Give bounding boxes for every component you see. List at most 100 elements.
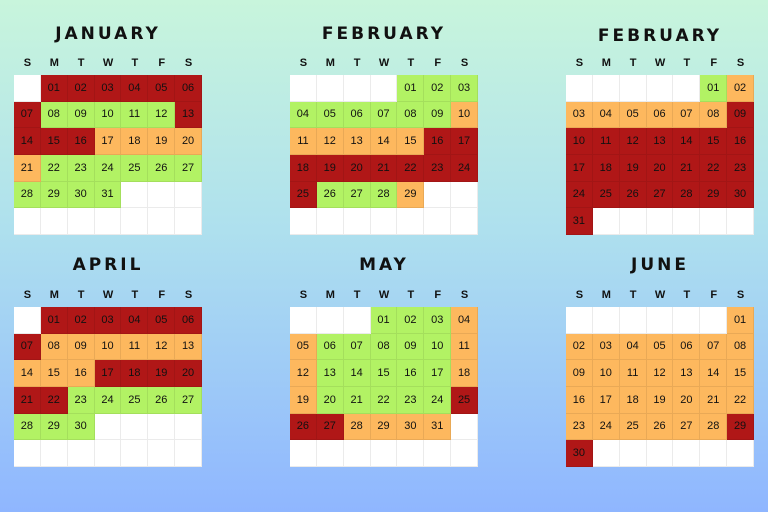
- date-cell[interactable]: 24: [94, 386, 122, 414]
- date-cell[interactable]: 21: [14, 154, 41, 182]
- date-cell[interactable]: 17: [94, 128, 122, 155]
- date-cell[interactable]: 24: [566, 181, 593, 209]
- date-cell[interactable]: 15: [40, 128, 68, 155]
- date-cell[interactable]: 22: [700, 154, 728, 182]
- date-cell[interactable]: 07: [14, 101, 41, 129]
- date-cell[interactable]: 27: [343, 181, 371, 209]
- date-cell[interactable]: 28: [370, 181, 398, 209]
- date-cell[interactable]: 14: [343, 360, 371, 387]
- date-cell[interactable]: 14: [700, 360, 728, 387]
- date-cell[interactable]: 08: [397, 101, 425, 129]
- date-cell[interactable]: 22: [370, 386, 398, 414]
- date-cell[interactable]: 30: [727, 181, 754, 209]
- date-cell[interactable]: 29: [40, 413, 68, 441]
- date-cell[interactable]: 31: [566, 208, 593, 235]
- date-cell[interactable]: 12: [619, 128, 647, 155]
- date-cell[interactable]: 11: [451, 333, 478, 361]
- date-cell[interactable]: 09: [727, 101, 754, 129]
- date-cell[interactable]: 12: [316, 128, 344, 155]
- date-cell[interactable]: 07: [370, 101, 398, 129]
- date-cell[interactable]: 18: [121, 128, 149, 155]
- date-cell[interactable]: 07: [700, 333, 728, 361]
- date-cell[interactable]: 17: [94, 360, 122, 387]
- date-cell[interactable]: 11: [592, 128, 620, 155]
- date-cell[interactable]: 13: [343, 128, 371, 155]
- date-cell[interactable]: 25: [121, 154, 149, 182]
- date-cell[interactable]: 02: [67, 307, 95, 334]
- date-cell[interactable]: 25: [290, 181, 317, 209]
- date-cell[interactable]: 01: [727, 307, 754, 334]
- date-cell[interactable]: 10: [592, 360, 620, 387]
- date-cell[interactable]: 20: [343, 154, 371, 182]
- date-cell[interactable]: 06: [175, 307, 202, 334]
- date-cell[interactable]: 29: [370, 413, 398, 441]
- date-cell[interactable]: 21: [673, 154, 701, 182]
- date-cell[interactable]: 15: [700, 128, 728, 155]
- date-cell[interactable]: 26: [316, 181, 344, 209]
- date-cell[interactable]: 17: [566, 154, 593, 182]
- date-cell[interactable]: 23: [566, 413, 593, 441]
- date-cell[interactable]: 24: [451, 154, 478, 182]
- date-cell[interactable]: 13: [316, 360, 344, 387]
- date-cell[interactable]: 26: [148, 386, 176, 414]
- date-cell[interactable]: 21: [14, 386, 41, 414]
- date-cell[interactable]: 15: [397, 128, 425, 155]
- date-cell[interactable]: 26: [148, 154, 176, 182]
- date-cell[interactable]: 17: [451, 128, 478, 155]
- date-cell[interactable]: 07: [14, 333, 41, 361]
- date-cell[interactable]: 29: [700, 181, 728, 209]
- date-cell[interactable]: 11: [290, 128, 317, 155]
- date-cell[interactable]: 13: [646, 128, 674, 155]
- date-cell[interactable]: 23: [397, 386, 425, 414]
- date-cell[interactable]: 10: [451, 101, 478, 129]
- date-cell[interactable]: 23: [67, 154, 95, 182]
- date-cell[interactable]: 11: [619, 360, 647, 387]
- date-cell[interactable]: 08: [370, 333, 398, 361]
- date-cell[interactable]: 26: [619, 181, 647, 209]
- date-cell[interactable]: 16: [424, 128, 452, 155]
- date-cell[interactable]: 01: [40, 75, 68, 102]
- date-cell[interactable]: 30: [566, 440, 593, 467]
- date-cell[interactable]: 04: [121, 75, 149, 102]
- date-cell[interactable]: 16: [397, 360, 425, 387]
- date-cell[interactable]: 19: [646, 386, 674, 414]
- date-cell[interactable]: 02: [397, 307, 425, 334]
- date-cell[interactable]: 07: [343, 333, 371, 361]
- date-cell[interactable]: 09: [397, 333, 425, 361]
- date-cell[interactable]: 21: [370, 154, 398, 182]
- date-cell[interactable]: 19: [148, 128, 176, 155]
- date-cell[interactable]: 20: [673, 386, 701, 414]
- date-cell[interactable]: 06: [673, 333, 701, 361]
- date-cell[interactable]: 13: [175, 333, 202, 361]
- date-cell[interactable]: 19: [148, 360, 176, 387]
- date-cell[interactable]: 28: [14, 413, 41, 441]
- date-cell[interactable]: 30: [67, 181, 95, 209]
- date-cell[interactable]: 25: [121, 386, 149, 414]
- date-cell[interactable]: 23: [727, 154, 754, 182]
- date-cell[interactable]: 21: [343, 386, 371, 414]
- date-cell[interactable]: 02: [566, 333, 593, 361]
- date-cell[interactable]: 20: [316, 386, 344, 414]
- date-cell[interactable]: 13: [175, 101, 202, 129]
- date-cell[interactable]: 22: [40, 154, 68, 182]
- date-cell[interactable]: 07: [673, 101, 701, 129]
- date-cell[interactable]: 02: [424, 75, 452, 102]
- date-cell[interactable]: 21: [700, 386, 728, 414]
- date-cell[interactable]: 03: [566, 101, 593, 129]
- date-cell[interactable]: 26: [290, 413, 317, 441]
- date-cell[interactable]: 06: [316, 333, 344, 361]
- date-cell[interactable]: 16: [67, 128, 95, 155]
- date-cell[interactable]: 27: [175, 386, 202, 414]
- date-cell[interactable]: 15: [370, 360, 398, 387]
- date-cell[interactable]: 11: [121, 101, 149, 129]
- date-cell[interactable]: 28: [700, 413, 728, 441]
- date-cell[interactable]: 05: [148, 75, 176, 102]
- date-cell[interactable]: 22: [727, 386, 754, 414]
- date-cell[interactable]: 03: [94, 307, 122, 334]
- date-cell[interactable]: 16: [727, 128, 754, 155]
- date-cell[interactable]: 04: [592, 101, 620, 129]
- date-cell[interactable]: 28: [343, 413, 371, 441]
- date-cell[interactable]: 04: [290, 101, 317, 129]
- date-cell[interactable]: 25: [592, 181, 620, 209]
- date-cell[interactable]: 09: [566, 360, 593, 387]
